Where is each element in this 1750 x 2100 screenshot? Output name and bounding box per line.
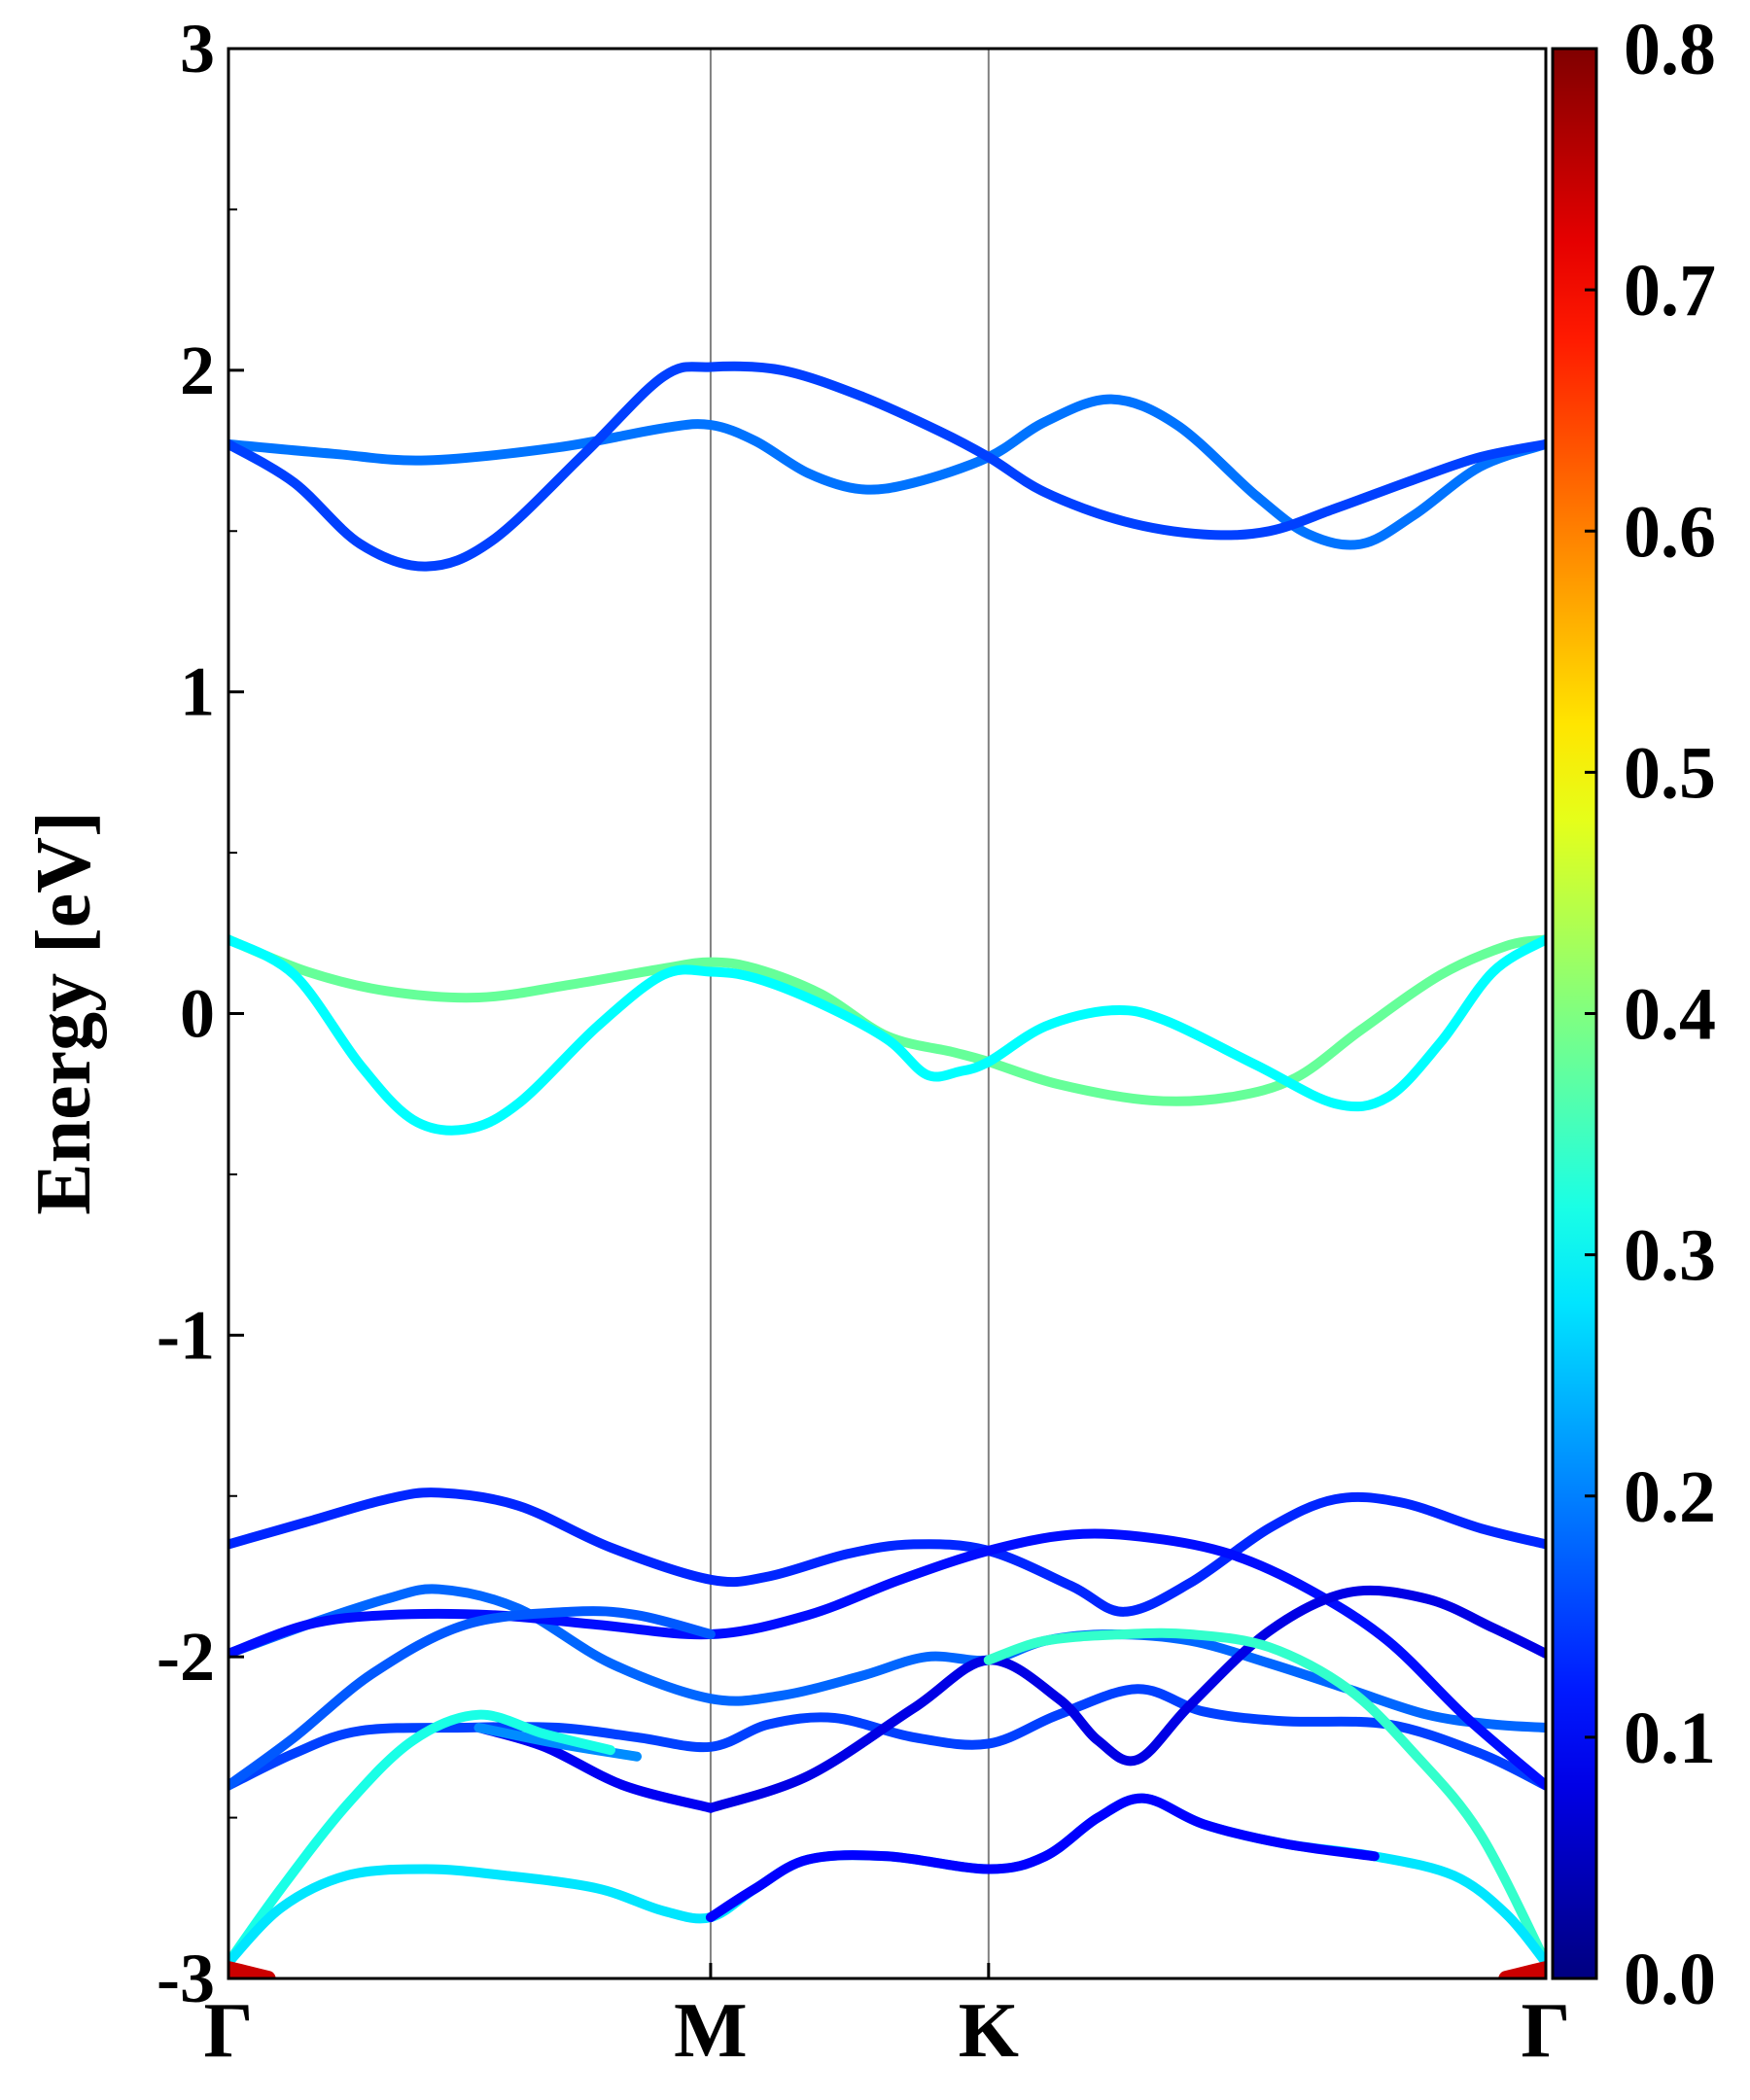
- y-tick-label: -1: [157, 1296, 215, 1374]
- band-series-11: [473, 1723, 642, 1762]
- band-series-4: [228, 1488, 1546, 1617]
- colorbar-tick-label: 0.8: [1624, 9, 1716, 90]
- colorbar-tick-label: 0.2: [1624, 1456, 1716, 1538]
- band-series-0: [228, 394, 1546, 550]
- colorbar-tick-label: 0.1: [1624, 1698, 1716, 1779]
- band-series-3: [228, 934, 1546, 1136]
- y-axis: 3 2 1 0 -1 -2 -3: [157, 10, 244, 2017]
- colorbar-tick-label: 0.4: [1624, 974, 1716, 1056]
- band-series-8: [228, 1606, 716, 1791]
- colorbar-tick-label: 0.6: [1624, 491, 1716, 573]
- band-series-1: [228, 361, 1546, 572]
- colorbar-tick-label: 0.7: [1624, 250, 1716, 332]
- y-tick-label: 1: [180, 653, 215, 731]
- y-axis-label: Energy [eV]: [21, 811, 107, 1214]
- colorbar-tick-label: 0.5: [1624, 732, 1716, 814]
- band-series-7: [228, 1528, 1546, 1791]
- band-curves: [228, 361, 1546, 1978]
- y-tick-label: -2: [157, 1618, 215, 1696]
- band-series-9: [705, 1585, 1546, 1813]
- y-tick-label: 3: [180, 10, 215, 88]
- band-series-12: [228, 1709, 615, 1968]
- band-series-2: [228, 934, 1546, 1106]
- x-tick-label: Γ: [1522, 1988, 1571, 2074]
- colorbar-tick-label: 0.0: [1624, 1939, 1716, 2020]
- y-tick-label: 2: [180, 332, 215, 409]
- band-series-13: [983, 1628, 1546, 1968]
- colorbar-axis: 0.8 0.7 0.6 0.5 0.4 0.3 0.2 0.1 0.0: [1585, 9, 1716, 2020]
- x-tick-label: Γ: [204, 1988, 254, 2074]
- band-series-14: [228, 1793, 1546, 1968]
- x-tick-label: K: [959, 1988, 1019, 2074]
- y-tick-label: 0: [180, 975, 215, 1053]
- band-series-15: [705, 1793, 1380, 1923]
- colorbar-tick-label: 0.3: [1624, 1215, 1716, 1297]
- y-tick-label: -3: [157, 1940, 215, 2017]
- x-tick-label: M: [674, 1988, 748, 2074]
